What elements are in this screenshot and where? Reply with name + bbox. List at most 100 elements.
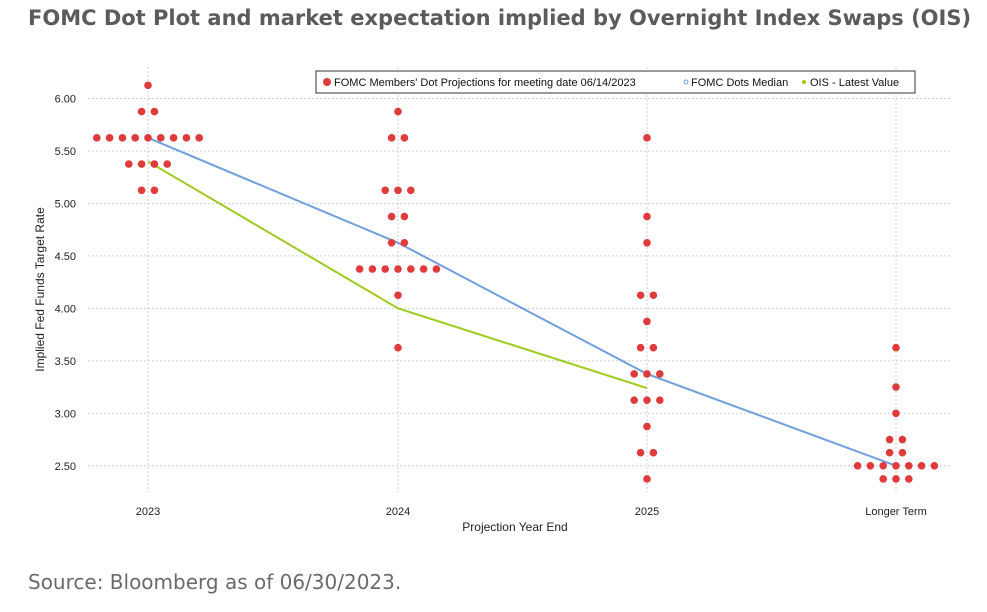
dot-projection (195, 134, 203, 142)
dot-projection (930, 461, 939, 470)
series-lines (147, 136, 897, 467)
dot-projection (643, 212, 651, 221)
dot-projection (643, 475, 651, 483)
y-axis-ticks: 2.50 3.00 3.50 4.00 4.50 5.00 5.50 6.00 (55, 93, 76, 472)
dot-projection (649, 448, 658, 457)
x-tick-label: 2024 (386, 506, 410, 518)
dot-projection (387, 212, 396, 221)
dot-projection (125, 160, 133, 168)
dot-projection (636, 291, 645, 300)
x-tick-label: Longer Term (865, 506, 927, 518)
legend-ois-marker (802, 80, 806, 84)
legend-median-label: FOMC Dots Median (691, 77, 788, 89)
dot-projection (636, 343, 645, 352)
dot-projection (643, 134, 651, 142)
dot-projection (407, 265, 415, 273)
dot-projection (636, 448, 645, 457)
dot-projection (866, 461, 875, 470)
y-tick-label: 3.50 (55, 356, 76, 368)
legend-dots-label: FOMC Members' Dot Projections for meetin… (334, 77, 636, 89)
dot-projection (387, 134, 396, 142)
dot-projection (905, 461, 913, 470)
chart-legend: FOMC Members' Dot Projections for meetin… (315, 70, 916, 94)
dot-projection (656, 396, 664, 404)
dot-projection (649, 291, 658, 300)
dot-projection (182, 134, 191, 142)
dot-projection (630, 396, 638, 404)
ois-line (147, 160, 648, 390)
y-tick-label: 5.50 (55, 146, 76, 158)
legend-median-marker (683, 79, 689, 85)
dot-projection (131, 134, 139, 142)
dot-projection (407, 186, 415, 195)
legend-dot-marker (323, 78, 331, 86)
dot-plot-chart: 2.503.003.504.004.505.005.506.00 2023 202… (33, 67, 950, 534)
x-tick-label: 2025 (635, 506, 659, 518)
y-axis-label: Implied Fed Funds Target Rate (33, 207, 47, 372)
dot-projection (144, 134, 152, 142)
dot-projection (118, 134, 127, 142)
dot-projection (394, 107, 402, 116)
dot-projection (150, 186, 159, 195)
dot-projection (387, 238, 396, 247)
dot-projection (381, 186, 390, 195)
source-note: Source: Bloomberg as of 06/30/2023. (28, 570, 402, 594)
dot-projection (144, 81, 152, 90)
dot-projection (892, 409, 900, 418)
dot-projection (643, 238, 651, 247)
dot-projection (643, 317, 651, 326)
dot-projection (105, 134, 114, 142)
dot-projection (400, 134, 409, 142)
page-title: FOMC Dot Plot and market expectation imp… (28, 6, 972, 30)
dot-projection (93, 134, 101, 142)
dot-projection (137, 160, 146, 168)
dot-projection (368, 265, 377, 273)
dot-projection (879, 461, 887, 470)
dot-projection (394, 291, 402, 300)
dot-projection (400, 212, 409, 221)
x-tick-label: 2023 (136, 506, 160, 518)
dot-projection (419, 265, 428, 273)
dot-projection (643, 370, 651, 378)
dot-projection (905, 475, 913, 483)
dot-projections (93, 81, 939, 483)
dot-projection (885, 435, 894, 444)
dot-projection (656, 370, 664, 378)
dot-projection (137, 186, 146, 195)
x-axis-label: Projection Year End (462, 520, 567, 534)
dot-projection (150, 107, 159, 116)
dot-projection (630, 370, 638, 378)
dot-projection (157, 134, 165, 142)
dot-projection (853, 461, 862, 470)
dot-projection (432, 265, 441, 273)
dot-projection (892, 461, 900, 470)
y-tick-label: 3.00 (55, 408, 76, 420)
dot-projection (355, 265, 364, 273)
dot-projection (394, 186, 402, 195)
dot-projection (879, 475, 887, 483)
dot-projection (163, 160, 171, 168)
legend-ois-label: OIS - Latest Value (810, 77, 899, 89)
dot-projection (394, 343, 402, 352)
grid-layer (88, 67, 950, 492)
dot-projection (150, 160, 159, 168)
dot-projection (892, 383, 900, 391)
y-tick-label: 6.00 (55, 93, 76, 105)
dot-projection (381, 265, 390, 273)
y-tick-label: 2.50 (55, 461, 76, 473)
dot-projection (892, 475, 900, 483)
y-tick-label: 5.00 (55, 198, 76, 210)
dot-projection (137, 107, 146, 116)
dot-projection (898, 435, 907, 444)
dot-projection (898, 448, 907, 457)
dot-projection (169, 134, 178, 142)
x-axis-ticks: 2023 2024 2025 Longer Term (136, 506, 927, 518)
y-tick-label: 4.00 (55, 303, 76, 315)
dot-projection (400, 238, 409, 247)
dot-projection (643, 396, 651, 404)
dot-projection (917, 461, 926, 470)
legend-box (315, 70, 916, 94)
median-line (147, 136, 897, 467)
dot-projection (885, 448, 894, 457)
y-tick-label: 4.50 (55, 251, 76, 263)
